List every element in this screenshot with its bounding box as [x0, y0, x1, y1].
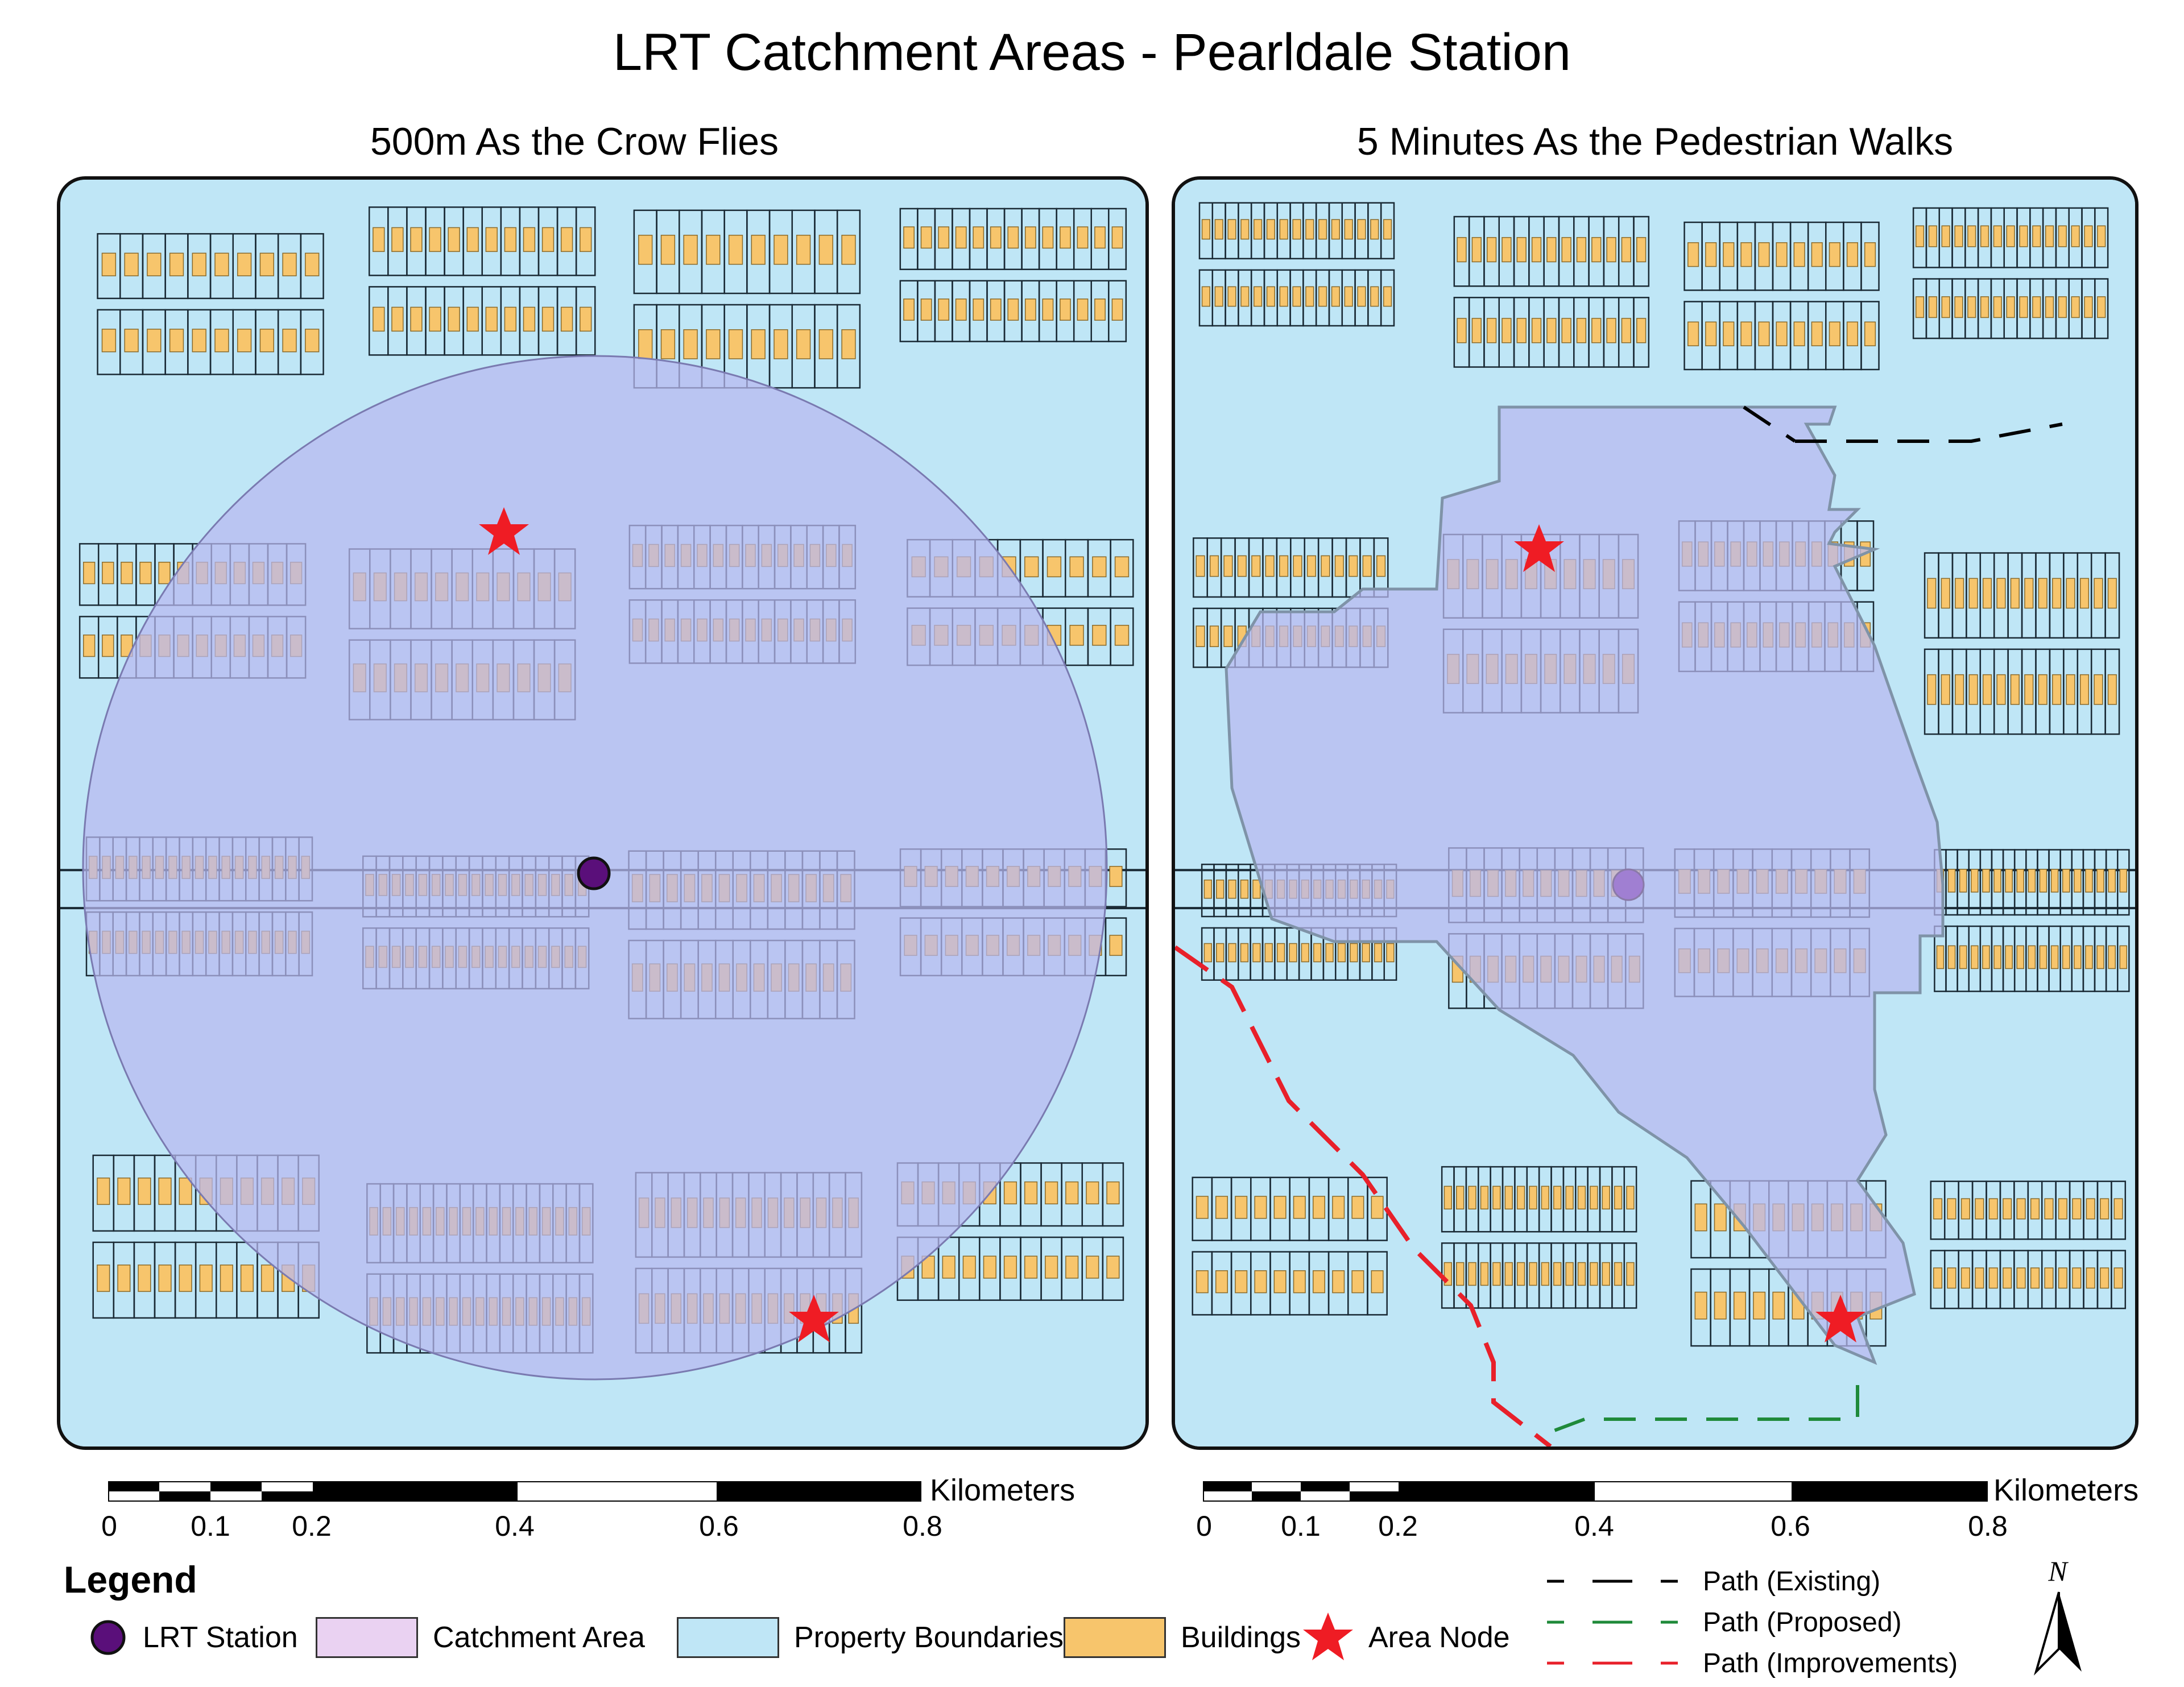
legend-item-lrt-station: LRT Station	[88, 1615, 298, 1660]
legend-item-catchment-area: Catchment Area	[316, 1615, 645, 1660]
left-scale-tick-4: 0.6	[699, 1510, 739, 1542]
legend-item-property-boundaries: Property Boundaries	[677, 1615, 1064, 1660]
star-icon	[1303, 1613, 1353, 1660]
right-scale-bar	[1202, 1480, 1989, 1504]
path-existing	[1743, 405, 2063, 443]
left-scale-bar	[107, 1480, 923, 1504]
left-map-canvas	[60, 180, 1145, 1446]
right-scale-unit: Kilometers	[1993, 1473, 2139, 1507]
north-arrow-icon: N	[2025, 1552, 2093, 1680]
dash-line-icon	[1547, 1661, 1695, 1665]
left-scale-tick-1: 0.1	[191, 1510, 230, 1542]
left-scale-tick-0: 0	[101, 1510, 117, 1542]
right-map-canvas	[1175, 180, 2135, 1446]
dash-line-icon	[1547, 1620, 1695, 1624]
right-scale-tick-4: 0.6	[1771, 1510, 1810, 1542]
legend-item-buildings: Buildings	[1064, 1615, 1301, 1660]
north-label: N	[2048, 1555, 2069, 1587]
right-scale-tick-5: 0.8	[1968, 1510, 2008, 1542]
area-node-star-north[interactable]	[1514, 524, 1564, 572]
area-node-star-south[interactable]	[789, 1295, 839, 1342]
left-scale-tick-2: 0.2	[292, 1510, 332, 1542]
map-title: LRT Catchment Areas - Pearldale Station	[613, 23, 1571, 81]
left-map-subtitle: 500m As the Crow Flies	[370, 120, 779, 163]
left-scale-tick-3: 0.4	[495, 1510, 535, 1542]
right-scale-tick-2: 0.2	[1378, 1510, 1418, 1542]
left-scale-tick-5: 0.8	[903, 1510, 942, 1542]
right-scale-tick-0: 0	[1196, 1510, 1212, 1542]
catchment-swatch	[316, 1617, 418, 1658]
path-proposed	[1538, 1385, 1859, 1438]
right-map-subtitle: 5 Minutes As the Pedestrian Walks	[1356, 120, 1954, 163]
legend-title: Legend	[64, 1558, 197, 1601]
property-swatch	[677, 1617, 779, 1658]
lrt-station-point[interactable]	[577, 856, 611, 890]
catchment-area-polygon	[1225, 405, 1945, 1365]
right-map-panel[interactable]	[1172, 176, 2138, 1450]
right-scale-tick-3: 0.4	[1574, 1510, 1614, 1542]
area-node-star-north[interactable]	[479, 507, 529, 555]
legend-path-proposed: Path (Proposed)	[1547, 1603, 1902, 1641]
left-scale-unit: Kilometers	[930, 1473, 1076, 1507]
circle-icon	[90, 1620, 126, 1655]
buildings-swatch	[1064, 1617, 1166, 1658]
left-map-panel[interactable]	[57, 176, 1149, 1450]
legend-path-existing: Path (Existing)	[1547, 1562, 1880, 1600]
area-node-star-south[interactable]	[1815, 1295, 1866, 1342]
legend-item-area-node: Area Node	[1302, 1613, 1510, 1660]
legend-path-improvements: Path (Improvements)	[1547, 1644, 1958, 1682]
lrt-station-point[interactable]	[1612, 868, 1645, 901]
right-scale-tick-1: 0.1	[1281, 1510, 1321, 1542]
dash-line-icon	[1547, 1580, 1695, 1583]
